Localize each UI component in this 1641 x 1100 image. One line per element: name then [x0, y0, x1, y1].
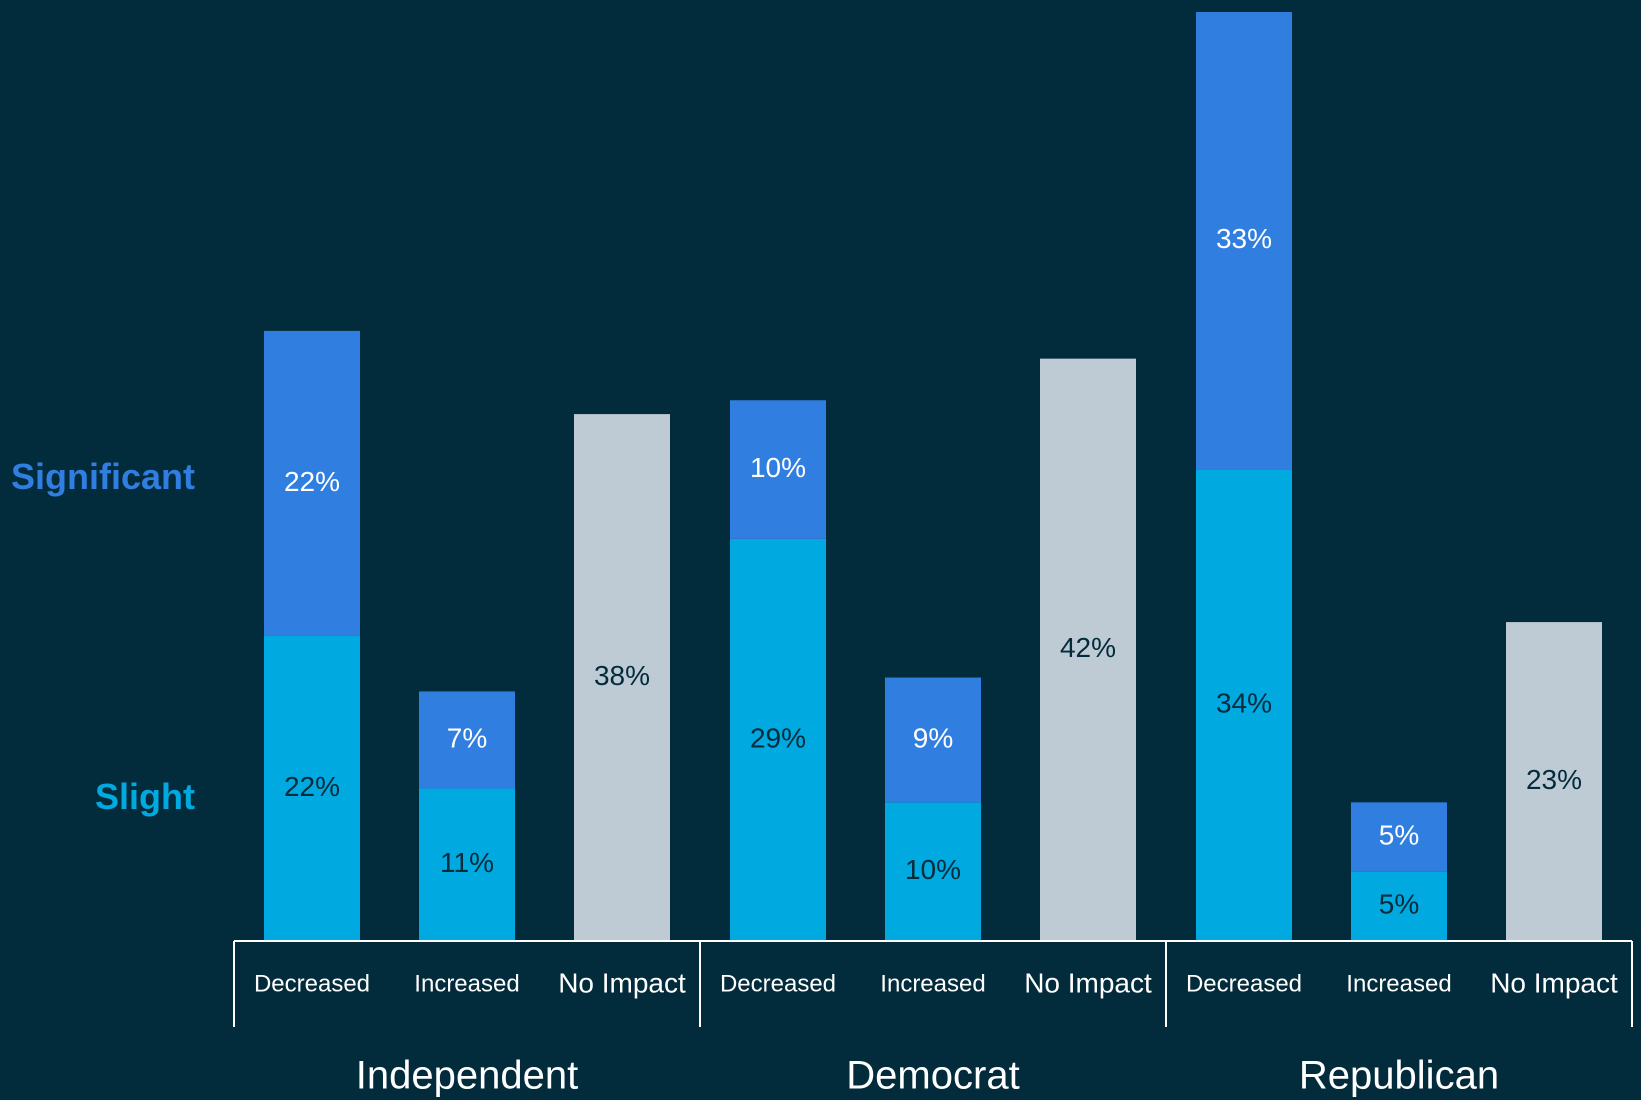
bar-slight: [885, 802, 981, 941]
bar-significant: [1196, 12, 1292, 470]
legend-significant: Significant: [10, 456, 195, 497]
data-label-significant: 10%: [750, 452, 806, 483]
bar-no_impact: [1040, 358, 1136, 941]
bar-slight: [264, 635, 360, 941]
category-label: Increased: [1346, 970, 1451, 997]
category-label: Decreased: [720, 970, 836, 997]
data-label-significant: 9%: [913, 722, 953, 753]
bar-slight: [419, 788, 515, 941]
data-label-significant: 33%: [1216, 223, 1272, 254]
data-label-slight: 5%: [1379, 889, 1419, 920]
data-label-slight: 22%: [284, 771, 340, 802]
category-label: No Impact: [1490, 967, 1618, 998]
bar-slight: [730, 538, 826, 941]
category-label: Increased: [414, 970, 519, 997]
group-label: Democrat: [846, 1054, 1019, 1098]
data-label-slight: 10%: [905, 854, 961, 885]
bar-significant: [885, 677, 981, 803]
data-label-no_impact: 23%: [1526, 764, 1582, 795]
bar-significant: [419, 691, 515, 789]
bar-slight: [1351, 871, 1447, 941]
category-label: No Impact: [558, 967, 686, 998]
data-label-slight: 29%: [750, 722, 806, 753]
bar-significant: [730, 400, 826, 539]
bar-slight: [1196, 469, 1292, 941]
group-label: Independent: [356, 1054, 578, 1098]
data-label-significant: 22%: [284, 466, 340, 497]
category-label: Decreased: [1186, 970, 1302, 997]
category-label: No Impact: [1024, 967, 1152, 998]
data-label-no_impact: 42%: [1060, 632, 1116, 663]
data-label-significant: 5%: [1379, 819, 1419, 850]
data-label-slight: 34%: [1216, 688, 1272, 719]
category-label: Decreased: [254, 970, 370, 997]
legend-slight: Slight: [95, 776, 195, 817]
bar-no_impact: [1506, 622, 1602, 941]
data-label-no_impact: 38%: [594, 660, 650, 691]
bar-significant: [1351, 802, 1447, 872]
category-label: Increased: [880, 970, 985, 997]
data-label-slight: 11%: [440, 847, 494, 878]
bar-significant: [264, 330, 360, 636]
group-label: Republican: [1299, 1054, 1499, 1098]
data-label-significant: 7%: [447, 722, 487, 753]
bar-no_impact: [574, 414, 670, 941]
